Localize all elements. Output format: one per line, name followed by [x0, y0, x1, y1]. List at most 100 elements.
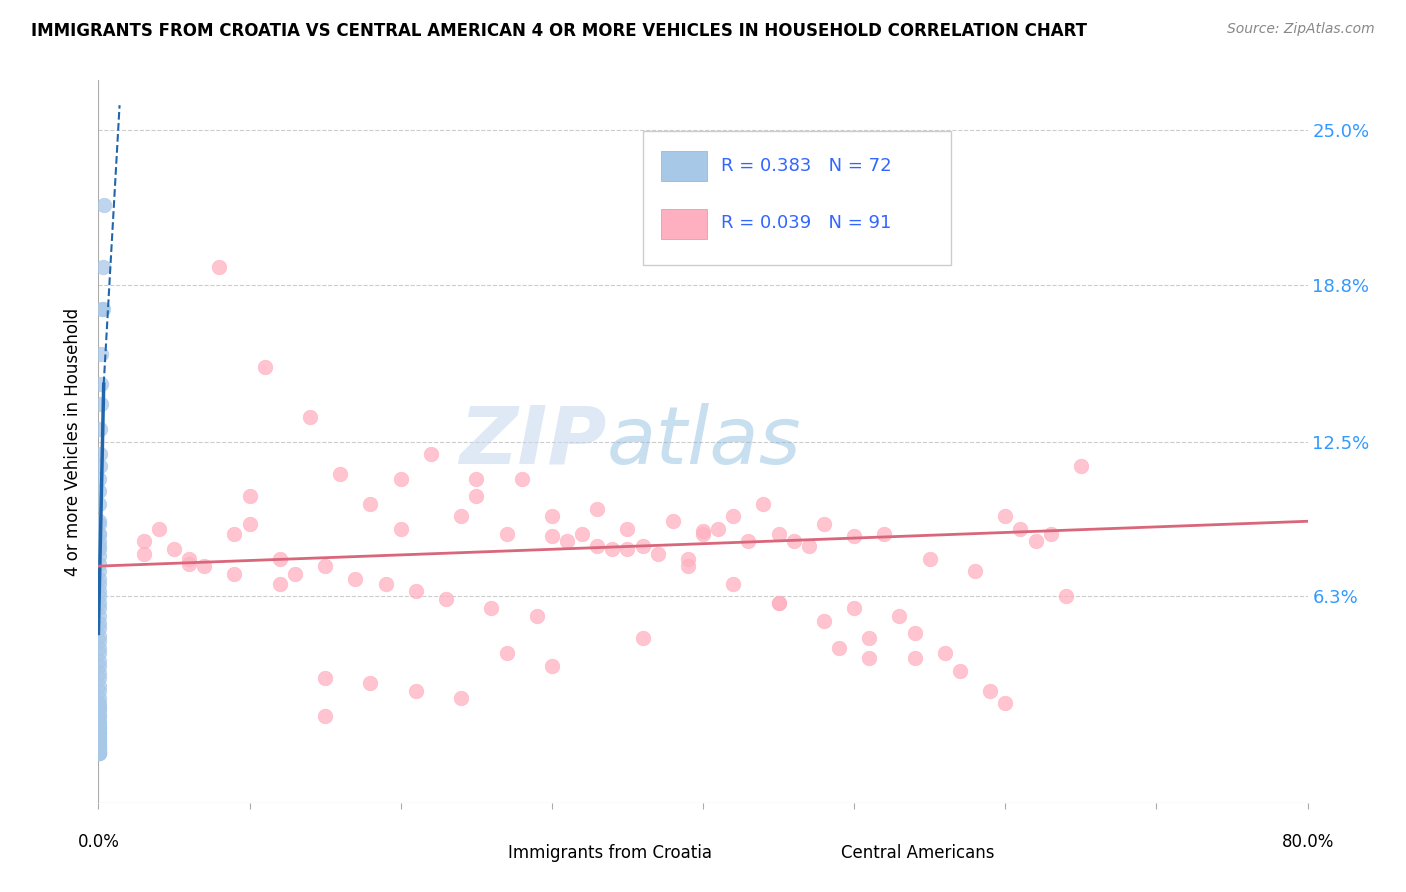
Point — [89, 497, 111, 511]
Point — [87, 726, 110, 740]
Point — [858, 632, 880, 646]
Point — [87, 746, 110, 760]
Point — [616, 541, 638, 556]
Point — [87, 721, 110, 735]
Point — [360, 676, 382, 690]
Point — [87, 516, 110, 531]
Point — [239, 489, 262, 503]
Point — [87, 549, 110, 563]
Point — [87, 696, 110, 710]
Y-axis label: 4 or more Vehicles in Household: 4 or more Vehicles in Household — [65, 308, 83, 575]
Point — [631, 539, 654, 553]
Point — [87, 514, 110, 528]
Point — [91, 302, 114, 317]
Point — [889, 609, 911, 624]
Point — [87, 589, 110, 603]
Point — [87, 679, 110, 693]
Point — [540, 509, 562, 524]
Point — [87, 736, 110, 750]
Point — [87, 729, 110, 743]
Point — [87, 701, 110, 715]
Point — [87, 616, 110, 631]
Point — [389, 472, 412, 486]
Point — [1024, 534, 1046, 549]
Point — [87, 601, 110, 615]
Point — [723, 509, 745, 524]
Point — [90, 377, 112, 392]
Point — [87, 708, 110, 723]
Point — [783, 534, 806, 549]
Point — [87, 746, 110, 760]
Point — [87, 733, 110, 747]
Point — [299, 409, 322, 424]
Point — [420, 447, 443, 461]
Point — [87, 746, 110, 760]
Point — [450, 691, 472, 706]
Point — [87, 691, 110, 706]
Point — [89, 459, 111, 474]
Text: Source: ZipAtlas.com: Source: ZipAtlas.com — [1227, 22, 1375, 37]
Point — [87, 718, 110, 732]
Point — [647, 547, 669, 561]
Point — [179, 551, 201, 566]
Bar — [787, 840, 828, 868]
Point — [87, 572, 110, 586]
Point — [797, 539, 820, 553]
Point — [87, 741, 110, 756]
Text: 80.0%: 80.0% — [1281, 833, 1334, 851]
Point — [87, 736, 110, 750]
Point — [873, 526, 896, 541]
Point — [87, 539, 110, 553]
Point — [481, 601, 503, 615]
Point — [179, 557, 201, 571]
Point — [329, 467, 352, 481]
Point — [586, 539, 609, 553]
Text: Central Americans: Central Americans — [841, 845, 994, 863]
Point — [91, 302, 114, 317]
Point — [1010, 522, 1032, 536]
Point — [737, 534, 759, 549]
FancyBboxPatch shape — [643, 131, 950, 265]
Point — [661, 514, 683, 528]
Point — [93, 198, 115, 212]
Point — [692, 526, 714, 541]
Point — [87, 658, 110, 673]
Point — [676, 551, 699, 566]
Text: R = 0.383   N = 72: R = 0.383 N = 72 — [721, 156, 891, 175]
Point — [87, 726, 110, 740]
Point — [752, 497, 775, 511]
Point — [87, 557, 110, 571]
Point — [768, 597, 790, 611]
Point — [723, 576, 745, 591]
Point — [87, 743, 110, 757]
Point — [284, 566, 307, 581]
Point — [87, 716, 110, 731]
Point — [87, 704, 110, 718]
Point — [239, 516, 262, 531]
Point — [360, 497, 382, 511]
Point — [314, 708, 336, 723]
Point — [434, 591, 457, 606]
Point — [904, 626, 927, 640]
Point — [89, 422, 111, 436]
Point — [87, 633, 110, 648]
Bar — [661, 151, 707, 181]
Point — [904, 651, 927, 665]
Point — [1070, 459, 1092, 474]
Point — [405, 584, 427, 599]
Point — [844, 601, 866, 615]
Point — [374, 576, 396, 591]
Point — [224, 526, 246, 541]
Point — [90, 347, 112, 361]
Point — [163, 541, 186, 556]
Text: IMMIGRANTS FROM CROATIA VS CENTRAL AMERICAN 4 OR MORE VEHICLES IN HOUSEHOLD CORR: IMMIGRANTS FROM CROATIA VS CENTRAL AMERI… — [31, 22, 1087, 40]
Point — [540, 529, 562, 543]
Point — [510, 472, 533, 486]
Point — [87, 698, 110, 713]
Point — [495, 526, 517, 541]
Point — [148, 522, 170, 536]
Point — [813, 516, 835, 531]
Point — [269, 576, 291, 591]
Point — [87, 629, 110, 643]
Bar — [456, 840, 495, 868]
